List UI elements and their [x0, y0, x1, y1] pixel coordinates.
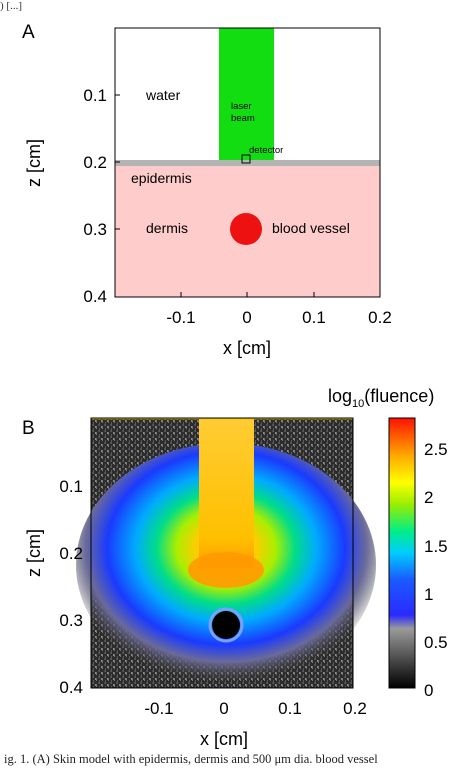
panel-b-ztick-2: 0.3 — [59, 611, 83, 630]
panel-a-xtick-1: 0 — [242, 308, 251, 327]
colorbar-tick-2: 2 — [424, 488, 433, 507]
colorbar-tick-25: 2.5 — [424, 440, 448, 459]
blood-vessel — [230, 213, 262, 245]
panel-b-xtick-3: 0.2 — [343, 699, 367, 718]
panel-b-xtick-2: 0.1 — [278, 699, 302, 718]
panel-a-ztick-0: 0.1 — [83, 86, 107, 105]
colorbar-gradient — [388, 417, 416, 689]
figure: A water laser beam detector epidermis de… — [22, 22, 448, 749]
laser-beam — [219, 28, 274, 162]
panel-b-xtick-1: 0 — [219, 699, 228, 718]
panel-a-xtick-3: 0.2 — [368, 308, 392, 327]
panel-a-x-label: x [cm] — [223, 338, 271, 358]
label-laser-line2: beam — [231, 113, 255, 124]
panel-a-ztick-3: 0.4 — [83, 287, 107, 306]
vessel-ring — [208, 607, 244, 643]
figure-caption: ig. 1. (A) Skin model with epidermis, de… — [4, 752, 378, 766]
panel-a-xtick-2: 0.1 — [302, 308, 326, 327]
panel-a-letter: A — [22, 22, 35, 43]
colorbar-tick-05: 0.5 — [424, 633, 448, 652]
top-fragment: ) [...] — [0, 0, 22, 12]
panel-a-ztick-1: 0.2 — [83, 153, 107, 172]
detector-marker — [241, 154, 251, 164]
panel-b-x-label: x [cm] — [200, 729, 248, 749]
colorbar: log10(fluence) 2.5 2 1.5 1 0.5 0 — [328, 386, 448, 700]
panel-a-xtick-0: -0.1 — [166, 308, 195, 327]
label-epidermis: epidermis — [131, 170, 192, 186]
label-laser-line1: laser — [231, 101, 252, 112]
panel-b-ztick-0: 0.1 — [59, 477, 83, 496]
colorbar-tick-1: 1 — [424, 585, 433, 604]
label-blood-vessel: blood vessel — [272, 220, 350, 236]
colorbar-title: log10(fluence) — [328, 386, 434, 410]
panel-b-ztick-1: 0.2 — [59, 544, 83, 563]
colorbar-tick-15: 1.5 — [424, 537, 448, 556]
panel-b-xtick-0: -0.1 — [144, 699, 173, 718]
panel-b-plot: 0.1 0.2 0.3 0.4 -0.1 0 0.1 0.2 x [cm] z … — [24, 417, 376, 749]
panel-a-z-label: z [cm] — [24, 139, 44, 187]
panel-b-letter: B — [22, 418, 35, 439]
label-water: water — [145, 87, 181, 103]
label-dermis: dermis — [146, 220, 188, 236]
panel-a-plot: water laser beam detector epidermis derm… — [24, 27, 392, 358]
panel-b-frame — [90, 417, 354, 689]
panel-b-ztick-3: 0.4 — [59, 678, 83, 697]
colorbar-tick-0: 0 — [424, 681, 433, 700]
panel-b-z-label: z [cm] — [24, 529, 44, 577]
fluence-beam-base — [188, 552, 264, 588]
panel-a-ztick-2: 0.3 — [83, 220, 107, 239]
fluence-beam — [199, 418, 254, 568]
vessel-shadow — [212, 611, 240, 639]
label-detector: detector — [249, 145, 283, 156]
